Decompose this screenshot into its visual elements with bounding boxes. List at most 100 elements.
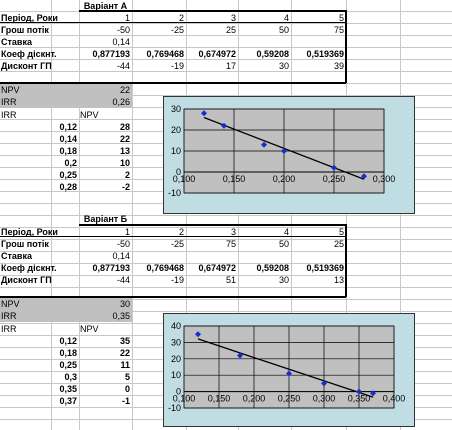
row-label[interactable]: Ставка: [1, 37, 32, 47]
cell[interactable]: 30: [278, 61, 289, 71]
cell[interactable]: 0,14: [112, 251, 130, 261]
cell[interactable]: [291, 36, 346, 48]
cell[interactable]: 75: [333, 25, 344, 35]
cell[interactable]: -44: [116, 61, 130, 71]
cell[interactable]: 0,674972: [198, 49, 236, 59]
cell[interactable]: 2: [178, 227, 184, 237]
irr-cell[interactable]: 0,18: [59, 146, 77, 156]
cell[interactable]: 0,769468: [146, 263, 184, 273]
cell[interactable]: [132, 36, 186, 48]
cell[interactable]: 2: [178, 13, 184, 23]
data-point[interactable]: [261, 141, 267, 148]
cell[interactable]: 0,769468: [146, 49, 184, 59]
npv-value-a[interactable]: 22: [119, 85, 130, 95]
irr-cell[interactable]: 0,3: [64, 372, 77, 382]
cell[interactable]: -19: [170, 61, 184, 71]
row-label[interactable]: Коеф дiскнт.: [1, 263, 57, 273]
row-label[interactable]: Коеф дiскнт.: [1, 49, 57, 59]
irr-cell[interactable]: 0,25: [59, 170, 77, 180]
data-point[interactable]: [361, 173, 367, 180]
cell[interactable]: 0,877193: [92, 49, 130, 59]
cell[interactable]: 30: [278, 275, 289, 285]
chart-b[interactable]: 40 30 20 10 0 -10 0,100 0,150 0,200 0,250 0,300 0,3…: [163, 313, 415, 427]
cell[interactable]: 75: [225, 239, 236, 249]
cell[interactable]: -50: [116, 25, 130, 35]
cell[interactable]: 3: [230, 227, 236, 237]
cell[interactable]: 0,519369: [306, 263, 344, 273]
cell[interactable]: 17: [225, 61, 236, 71]
data-point[interactable]: [221, 122, 227, 129]
npv-cell[interactable]: 2: [124, 170, 130, 180]
data-point[interactable]: [356, 388, 362, 395]
cell[interactable]: 0,877193: [92, 263, 130, 273]
row-label[interactable]: Ставка: [1, 251, 32, 261]
row-label[interactable]: Грош потік: [1, 25, 49, 35]
irr-cell[interactable]: 0,12: [59, 336, 77, 346]
cell[interactable]: -25: [170, 239, 184, 249]
cell[interactable]: 39: [333, 61, 344, 71]
cell[interactable]: 3: [230, 13, 236, 23]
row-label[interactable]: Дисконт ГП: [1, 61, 52, 71]
data-point[interactable]: [237, 352, 243, 359]
cell[interactable]: 0,59208: [256, 49, 289, 59]
irr-cell[interactable]: 0,12: [59, 122, 77, 132]
cell[interactable]: [291, 250, 346, 262]
irr-cell[interactable]: 0,18: [59, 348, 77, 358]
irr-cell[interactable]: 0,2: [64, 158, 77, 168]
cell[interactable]: 50: [278, 25, 289, 35]
npv-cell[interactable]: 22: [119, 134, 130, 144]
cell[interactable]: 4: [283, 227, 289, 237]
cell[interactable]: 5: [338, 227, 344, 237]
cell[interactable]: [186, 250, 238, 262]
cell[interactable]: 1: [124, 227, 130, 237]
cell[interactable]: 13: [333, 275, 344, 285]
data-point[interactable]: [370, 390, 376, 397]
npv-cell[interactable]: 5: [124, 372, 130, 382]
cell[interactable]: -44: [116, 275, 130, 285]
irr-cell[interactable]: 0,35: [59, 384, 77, 394]
npv-cell[interactable]: 0: [124, 384, 130, 394]
cell[interactable]: 1: [124, 13, 130, 23]
row-label[interactable]: Період, Роки: [1, 13, 58, 23]
cell[interactable]: 25: [333, 239, 344, 249]
npv-cell[interactable]: 11: [120, 360, 130, 370]
cell[interactable]: 0,519369: [306, 49, 344, 59]
irr-cell[interactable]: 0,28: [59, 182, 77, 192]
cell[interactable]: 0,674972: [198, 263, 236, 273]
npv-cell[interactable]: 22: [119, 348, 130, 358]
npv-cell[interactable]: -2: [121, 182, 130, 192]
cell[interactable]: [132, 250, 186, 262]
irr-value-a[interactable]: 0,26: [112, 97, 130, 107]
irr-cell[interactable]: 0,25: [59, 360, 77, 370]
npv-cell[interactable]: 13: [119, 146, 130, 156]
irr-cell[interactable]: 0,14: [59, 134, 77, 144]
npv-cell[interactable]: 28: [119, 122, 130, 132]
row-label[interactable]: Дисконт ГП: [1, 275, 52, 285]
data-point[interactable]: [321, 380, 327, 387]
cell[interactable]: [238, 250, 291, 262]
cell[interactable]: 25: [225, 25, 236, 35]
data-point[interactable]: [201, 110, 207, 117]
data-point[interactable]: [286, 370, 292, 377]
cell[interactable]: 5: [338, 13, 344, 23]
row-label[interactable]: Грош потік: [1, 239, 49, 249]
chart-a[interactable]: 30 20 10 0 -10 0,100 0,150 0,200 0,250 0,300: [163, 96, 415, 214]
data-point[interactable]: [195, 331, 201, 338]
npv-cell[interactable]: 10: [119, 158, 130, 168]
npv-value-b[interactable]: 30: [119, 299, 130, 309]
cell[interactable]: -19: [170, 275, 184, 285]
data-point[interactable]: [331, 164, 337, 171]
cell[interactable]: 4: [283, 13, 289, 23]
npv-cell[interactable]: -1: [121, 396, 130, 406]
cell[interactable]: 50: [278, 239, 289, 249]
row-label[interactable]: Період, Роки: [1, 227, 58, 237]
cell[interactable]: [238, 36, 291, 48]
cell[interactable]: -50: [116, 239, 130, 249]
cell[interactable]: -25: [170, 25, 184, 35]
cell[interactable]: [186, 36, 238, 48]
cell[interactable]: 51: [225, 275, 236, 285]
irr-cell[interactable]: 0,37: [59, 396, 77, 406]
cell[interactable]: 0,59208: [256, 263, 289, 273]
irr-value-b[interactable]: 0,35: [112, 311, 130, 321]
data-point[interactable]: [281, 148, 287, 154]
